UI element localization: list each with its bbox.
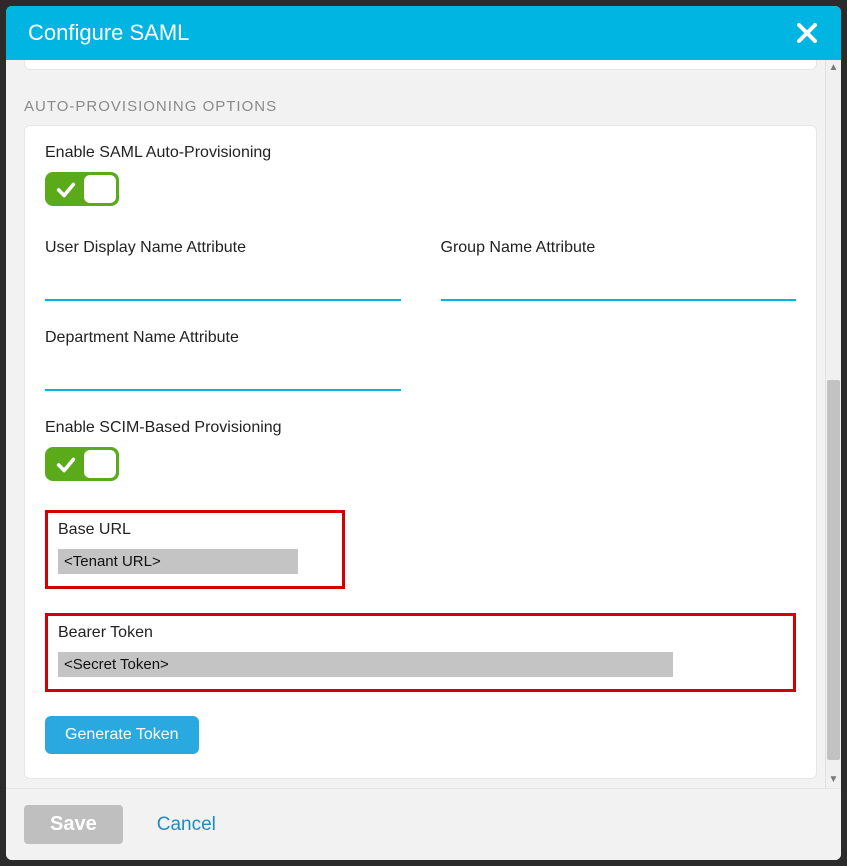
enable-scim-label: Enable SCIM-Based Provisioning [45, 419, 796, 437]
modal-body: AUTO-PROVISIONING OPTIONS Enable SAML Au… [6, 60, 841, 788]
bearer-token-label: Bearer Token [58, 624, 783, 642]
scroll-down-icon[interactable]: ▼ [826, 772, 841, 788]
base-url-value[interactable]: <Tenant URL> [58, 549, 298, 574]
check-icon [55, 454, 77, 476]
enable-saml-toggle[interactable] [45, 172, 119, 206]
scroll-up-icon[interactable]: ▲ [826, 60, 841, 76]
auto-provisioning-card: Enable SAML Auto-Provisioning User Displ… [24, 125, 817, 779]
toggle-knob [84, 175, 116, 203]
bearer-token-highlight: Bearer Token <Secret Token> [45, 613, 796, 692]
previous-card-edge [24, 60, 817, 70]
modal-title: Configure SAML [28, 20, 189, 46]
vertical-scrollbar[interactable]: ▲ ▼ [825, 60, 841, 788]
scroll-thumb[interactable] [827, 380, 840, 760]
generate-token-button[interactable]: Generate Token [45, 716, 199, 754]
base-url-highlight: Base URL <Tenant URL> [45, 510, 345, 589]
bearer-token-value[interactable]: <Secret Token> [58, 652, 673, 677]
save-button[interactable]: Save [24, 805, 123, 844]
toggle-knob [84, 450, 116, 478]
group-name-input[interactable] [441, 267, 797, 301]
enable-scim-toggle[interactable] [45, 447, 119, 481]
base-url-label: Base URL [58, 521, 332, 539]
cancel-button[interactable]: Cancel [151, 813, 222, 837]
configure-saml-modal: Configure SAML AUTO-PROVISIONING OPTIONS… [6, 6, 841, 860]
user-display-label: User Display Name Attribute [45, 239, 401, 257]
group-name-label: Group Name Attribute [441, 239, 797, 257]
enable-saml-label: Enable SAML Auto-Provisioning [45, 144, 796, 162]
modal-footer: Save Cancel [6, 788, 841, 860]
close-icon[interactable] [795, 21, 819, 45]
modal-header: Configure SAML [6, 6, 841, 60]
check-icon [55, 179, 77, 201]
department-input[interactable] [45, 357, 401, 391]
section-title: AUTO-PROVISIONING OPTIONS [24, 98, 817, 115]
user-display-input[interactable] [45, 267, 401, 301]
department-label: Department Name Attribute [45, 329, 401, 347]
